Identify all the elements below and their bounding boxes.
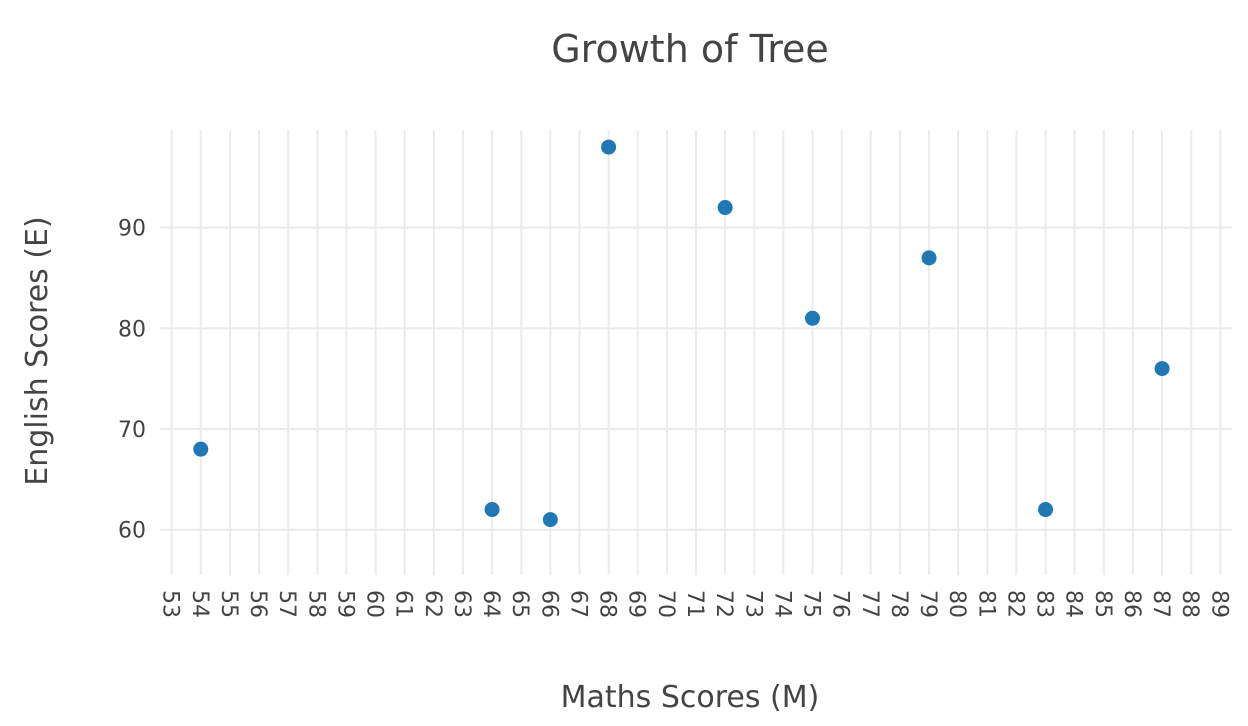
y-gridlines — [160, 226, 1232, 531]
x-tick-label: 72 — [711, 590, 736, 618]
data-point — [805, 310, 821, 326]
data-point — [921, 250, 937, 266]
x-tick-label: 81 — [973, 590, 998, 618]
x-tick-labels: 53 54 55 56 57 58 59 60 61 62 63 64 65 66 67 68 69 70 71 72… — [158, 590, 1232, 618]
y-tick-labels: 60 70 80 90 — [118, 217, 146, 544]
data-point — [717, 200, 733, 216]
x-tick-label: 76 — [828, 590, 853, 618]
data-point — [193, 441, 209, 457]
x-tick-label: 82 — [1002, 590, 1027, 618]
x-tick-label: 86 — [1119, 590, 1144, 618]
x-tick-label: 68 — [595, 590, 620, 618]
x-tick-label: 74 — [769, 590, 794, 618]
y-tick-label: 70 — [118, 418, 146, 443]
x-gridlines — [170, 130, 1222, 575]
y-tick-label: 80 — [118, 317, 146, 342]
x-tick-label: 62 — [420, 590, 445, 618]
y-tick-label: 60 — [118, 519, 146, 544]
x-tick-label: 75 — [799, 590, 824, 618]
x-tick-label: 66 — [536, 590, 561, 618]
data-points — [193, 139, 1170, 528]
x-tick-label: 83 — [1032, 590, 1057, 618]
x-tick-label: 77 — [857, 590, 882, 618]
x-axis-title: Maths Scores (M) — [561, 680, 820, 715]
x-tick-label: 54 — [187, 590, 212, 618]
x-tick-label: 89 — [1206, 590, 1231, 618]
data-point — [601, 139, 617, 155]
x-tick-label: 87 — [1148, 590, 1173, 618]
y-tick-label: 90 — [118, 217, 146, 242]
chart-title: Growth of Tree — [551, 27, 829, 71]
x-tick-label: 53 — [158, 590, 183, 618]
x-tick-label: 85 — [1090, 590, 1115, 618]
x-tick-label: 80 — [944, 590, 969, 618]
data-point — [1154, 361, 1170, 377]
x-tick-label: 58 — [303, 590, 328, 618]
x-tick-label: 70 — [653, 590, 678, 618]
x-tick-label: 65 — [507, 590, 532, 618]
x-tick-label: 73 — [740, 590, 765, 618]
x-tick-label: 84 — [1061, 590, 1086, 618]
x-tick-label: 71 — [682, 590, 707, 618]
x-tick-label: 63 — [449, 590, 474, 618]
x-tick-label: 88 — [1177, 590, 1202, 618]
x-tick-label: 60 — [362, 590, 387, 618]
y-axis-title: English Scores (E) — [20, 216, 55, 485]
x-tick-label: 57 — [274, 590, 299, 618]
x-tick-label: 56 — [245, 590, 270, 618]
x-tick-label: 67 — [565, 590, 590, 618]
data-point — [484, 502, 500, 518]
data-point — [542, 512, 558, 528]
x-tick-label: 79 — [915, 590, 940, 618]
x-tick-label: 78 — [886, 590, 911, 618]
x-tick-label: 59 — [332, 590, 357, 618]
x-tick-label: 64 — [478, 590, 503, 618]
data-point — [1038, 502, 1054, 518]
x-tick-label: 55 — [216, 590, 241, 618]
x-tick-label: 69 — [624, 590, 649, 618]
x-tick-label: 61 — [391, 590, 416, 618]
